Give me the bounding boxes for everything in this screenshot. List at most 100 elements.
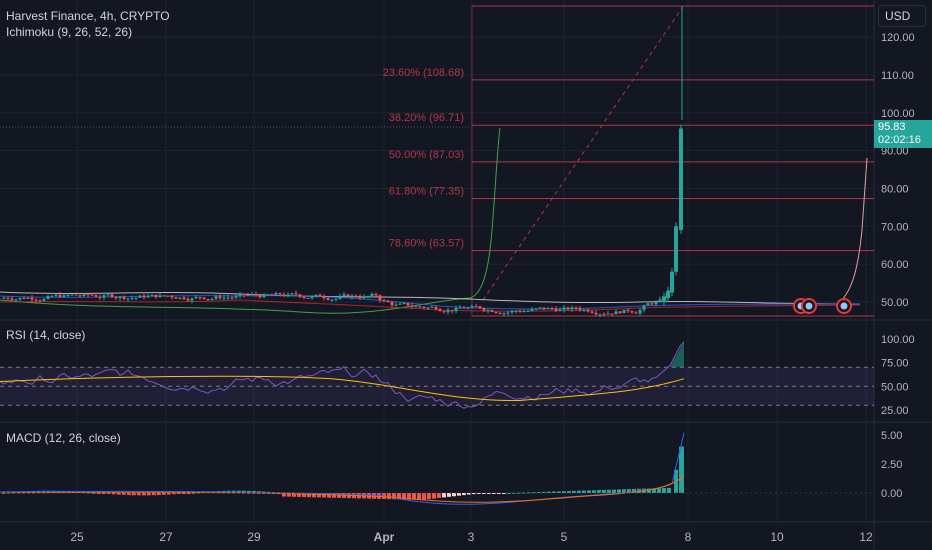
macd-histogram-bar [632,488,636,493]
candle-body [354,295,358,297]
candle-body [374,294,378,296]
macd-histogram-bar [287,493,291,497]
candle-body [162,295,166,297]
event-flag-dot [840,302,848,310]
candle-body [186,298,190,301]
fib-level-label: 78.60% (63.57) [389,238,464,250]
candle-body [530,309,534,311]
candle-body [138,295,142,298]
leading-span-curve [839,157,868,303]
macd-histogram-bar [102,493,106,494]
candle-body [74,294,78,296]
rsi-legend[interactable]: RSI (14, close) [6,328,86,342]
macd-histogram-bar [612,489,616,493]
candle-body [446,310,450,313]
candle-body [366,296,370,298]
candle-body [506,312,510,314]
macd-histogram-bar [67,491,71,493]
candle-body [222,297,226,299]
candle-body [398,303,402,305]
candle-body [290,293,294,295]
macd-histogram-bar [487,493,491,494]
candle-body [98,296,102,298]
candle-body [442,311,446,313]
candle-body [266,294,270,296]
rsi-axis-label: 75.00 [881,358,909,370]
price-axis-label: 60.00 [881,259,909,271]
macd-axis-label: 0.00 [881,488,902,500]
macd-axis-label: 2.50 [881,459,902,471]
candle-body [518,310,522,312]
candle-body [674,226,678,272]
time-axis-label: 27 [159,530,173,544]
candle-body [342,294,346,297]
macd-histogram-bar [302,493,306,498]
price-axis-label: 90.00 [881,146,909,158]
candle-body [310,296,314,299]
macd-histogram-bar [497,493,501,494]
candle-body [166,295,170,297]
candle-body [286,294,290,297]
macd-histogram-bar [112,493,116,495]
macd-histogram-bar [187,493,191,494]
candle-body [34,299,38,301]
candle-body [126,298,130,300]
candle-body [654,302,658,305]
candle-body [614,311,618,315]
macd-histogram-bar [377,493,381,499]
candle-body [58,294,62,298]
macd-legend[interactable]: MACD (12, 26, close) [6,431,121,445]
macd-histogram-bar [312,493,316,498]
macd-histogram-bar [447,493,451,497]
macd-histogram-bar [107,493,111,494]
macd-histogram-bar [607,489,611,493]
macd-histogram-bar [297,493,301,497]
candle-body [142,295,146,298]
candle-body [554,308,558,311]
candle-body [610,313,614,315]
candle-body [194,296,198,299]
candle-body [394,304,398,306]
symbol-legend[interactable]: Harvest Finance, 4h, CRYPTO [6,9,170,23]
macd-histogram-bar [462,493,466,496]
candle-body [238,293,242,296]
candle-body [598,314,602,316]
candle-body [450,310,454,312]
candle-body [122,296,126,299]
candle-body [426,307,430,309]
candle-body [486,310,490,312]
candle-body [382,300,386,302]
candle-body [566,307,570,310]
price-axis-label: 110.00 [881,70,914,82]
macd-histogram-bar [617,489,621,493]
candle-body [318,294,322,297]
candle-body [350,295,354,297]
candle-body [234,295,238,298]
ichimoku-legend[interactable]: Ichimoku (9, 26, 52, 26) [6,25,133,39]
currency-button[interactable]: USD [878,5,926,27]
candle-body [18,297,22,300]
price-axis-label: 80.00 [881,183,909,195]
candle-body [458,307,462,309]
trend-line [482,7,683,301]
macd-histogram-bar [422,493,426,500]
candle-body [218,296,222,299]
macd-histogram-bar [492,493,496,494]
macd-histogram-bar [502,493,506,494]
candle-body [474,306,478,308]
candle-body [422,306,426,308]
time-axis-label: 12 [859,530,873,544]
candle-body [82,293,86,296]
rsi-ma-line [0,375,685,402]
candle-body [30,297,34,300]
macd-histogram-bar [662,488,666,493]
macd-histogram-bar [622,489,626,493]
macd-histogram-bar [147,493,151,496]
candle-body [26,297,30,299]
macd-histogram-bar [432,493,436,499]
candle-body [102,295,106,298]
macd-histogram-bar [412,493,416,500]
time-axis-label: 29 [247,530,261,544]
